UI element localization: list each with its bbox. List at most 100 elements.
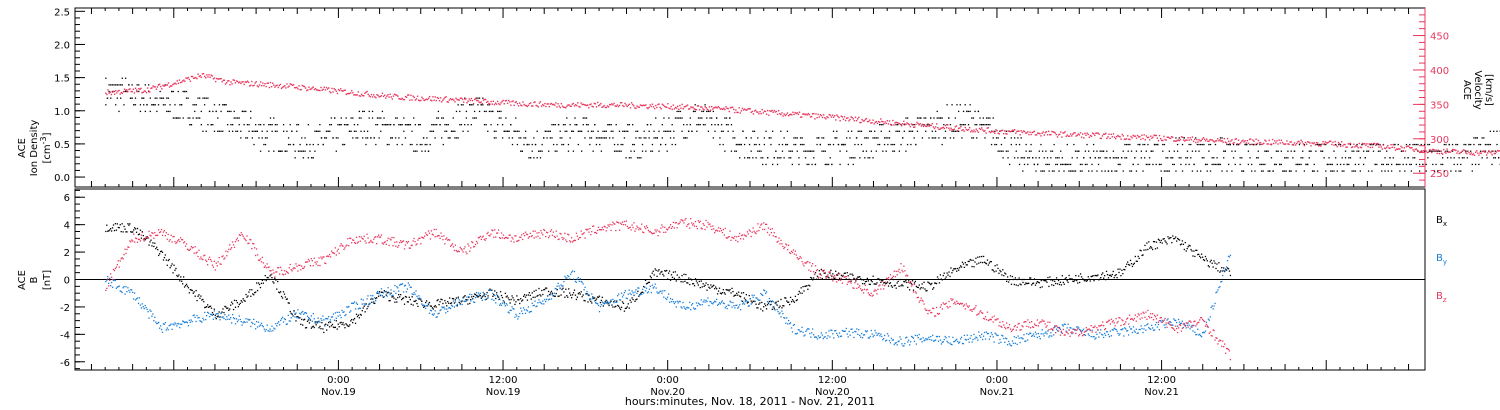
bx-point: [1115, 274, 1117, 276]
velocity-point: [118, 89, 120, 92]
velocity-point: [139, 88, 141, 91]
velocity-point: [1399, 148, 1401, 150]
velocity-point: [793, 113, 795, 116]
velocity-point: [604, 106, 606, 109]
bx-point: [983, 261, 986, 263]
velocity-point: [589, 104, 591, 106]
velocity-point: [628, 103, 631, 106]
velocity-point: [511, 100, 513, 103]
by-point: [181, 323, 183, 325]
density-point: [623, 137, 626, 139]
bx-point: [666, 269, 668, 272]
density-point: [827, 163, 830, 166]
bx-point: [340, 321, 342, 324]
bx-point: [841, 275, 844, 277]
velocity-point: [1384, 147, 1387, 150]
bx-point: [688, 277, 690, 279]
density-point: [1112, 157, 1115, 159]
velocity-point: [966, 129, 969, 131]
density-point: [268, 124, 270, 126]
density-point: [987, 124, 989, 126]
density-point: [375, 124, 377, 126]
velocity-point: [1348, 143, 1351, 145]
density-point: [620, 150, 622, 152]
bx-point: [918, 284, 920, 286]
velocity-point: [679, 104, 681, 107]
density-point: [735, 143, 738, 146]
velocity-point: [1097, 132, 1099, 134]
velocity-point: [172, 83, 174, 86]
bx-point: [1003, 275, 1005, 277]
by-point: [348, 305, 350, 308]
bx-point: [677, 278, 679, 281]
density-point: [409, 143, 412, 146]
density-point: [653, 130, 655, 132]
bx-point: [432, 308, 434, 310]
density-point: [1186, 150, 1189, 152]
bx-point: [395, 298, 397, 301]
velocity-point: [1339, 145, 1342, 148]
velocity-point: [641, 104, 644, 107]
density-point: [549, 137, 551, 139]
density-point: [1494, 150, 1496, 152]
density-point: [1307, 163, 1309, 166]
density-point: [1397, 163, 1399, 166]
density-point: [763, 137, 766, 139]
velocity-point: [861, 118, 863, 121]
bx-point: [744, 299, 747, 301]
density-point: [390, 124, 392, 126]
bx-point: [1217, 270, 1219, 272]
velocity-point: [948, 127, 950, 129]
velocity-point: [630, 102, 633, 104]
density-point: [192, 104, 194, 106]
bx-point: [762, 310, 764, 312]
density-point: [539, 150, 542, 152]
bx-point: [338, 326, 340, 328]
density-point: [203, 104, 206, 106]
by-point: [133, 292, 136, 294]
by-point: [381, 294, 384, 297]
density-point: [664, 130, 667, 132]
bx-point: [1168, 237, 1170, 240]
density-point: [1437, 170, 1439, 172]
bx-point: [558, 295, 560, 297]
density-point: [268, 150, 270, 152]
bx-point: [567, 296, 569, 298]
density-point: [1060, 150, 1062, 152]
bx-point: [928, 282, 930, 284]
velocity-point: [173, 83, 175, 85]
velocity-point: [1349, 142, 1352, 145]
bx-point: [1098, 279, 1100, 281]
density-point: [804, 150, 807, 152]
bx-point: [783, 305, 785, 307]
bx-point: [724, 293, 726, 295]
density-point: [120, 97, 122, 99]
bx-point: [449, 302, 452, 305]
velocity-point: [972, 131, 974, 133]
velocity-point: [1305, 143, 1308, 145]
density-point: [352, 117, 354, 119]
density-point: [760, 157, 762, 159]
density-point: [457, 104, 459, 106]
density-point: [1418, 163, 1421, 166]
bx-point: [456, 305, 458, 307]
bx-point: [956, 270, 958, 272]
bx-point: [267, 276, 269, 279]
density-point: [194, 104, 196, 106]
bx-point: [269, 275, 271, 277]
density-point: [1344, 150, 1347, 152]
velocity-point: [640, 104, 643, 107]
density-point: [1423, 143, 1426, 146]
velocity-point: [1395, 148, 1398, 150]
density-point: [508, 130, 510, 132]
bx-point: [804, 285, 806, 288]
density-point: [780, 130, 782, 132]
bx-point: [1053, 284, 1055, 287]
velocity-point: [1439, 150, 1442, 152]
density-point: [850, 157, 853, 159]
velocity-point: [1237, 139, 1240, 141]
bx-point: [387, 291, 389, 293]
velocity-point: [1096, 132, 1098, 134]
velocity-point: [900, 125, 903, 127]
density-point: [1372, 150, 1375, 152]
